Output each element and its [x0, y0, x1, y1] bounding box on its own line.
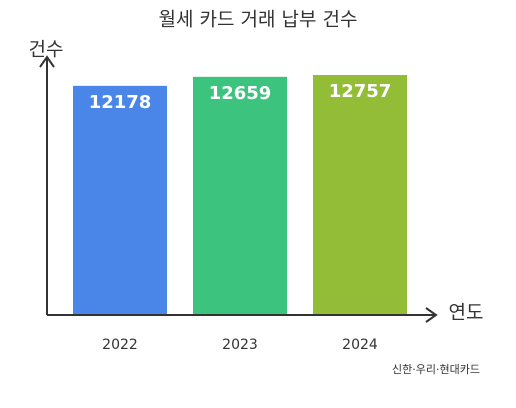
y-axis-label: 건수 — [29, 39, 64, 61]
value-label: 12659 — [209, 83, 272, 104]
value-label: 12757 — [329, 81, 392, 102]
source: 신한·우리·현대카드 — [392, 363, 480, 376]
bar — [193, 76, 287, 314]
x-axis-label: 연도 — [449, 302, 484, 324]
chart-title: 월세 카드 거래 납부 건수 — [159, 9, 358, 31]
bar — [73, 85, 167, 314]
x-tick-label: 2022 — [102, 337, 138, 353]
x-axis-arrow — [425, 307, 438, 323]
value-label: 12178 — [89, 92, 152, 113]
y-axis-arrow — [39, 55, 55, 68]
bar — [313, 75, 407, 314]
axes — [39, 55, 438, 323]
x-tick-label: 2024 — [342, 337, 378, 353]
x-tick-label: 2023 — [222, 337, 258, 353]
